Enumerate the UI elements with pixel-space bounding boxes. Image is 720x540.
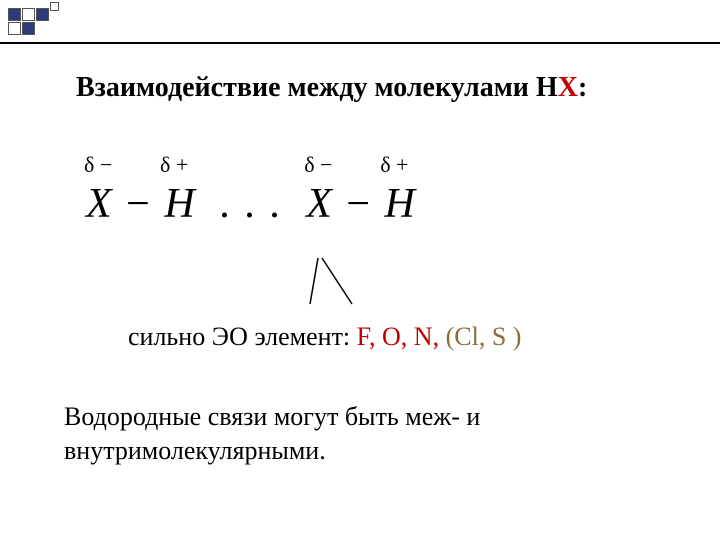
bond: − xyxy=(122,181,154,227)
molecule-1: δ − X − δ + H xyxy=(86,180,195,228)
title-prefix: Взаимодействие между молекулами Н xyxy=(76,72,558,103)
element-prefix: сильно ЭО элемент: xyxy=(128,322,357,351)
molecule-2: δ − X − δ + H xyxy=(306,180,415,228)
title-suffix: : xyxy=(578,72,587,103)
formula: δ − X − δ + H . . . δ − X − δ + H xyxy=(86,180,415,228)
deco-square xyxy=(50,2,59,11)
pointer-line xyxy=(308,256,368,306)
deco-square xyxy=(36,8,49,21)
slide-title: Взаимодействие между молекулами НХ: xyxy=(76,72,587,104)
atom-h: H xyxy=(164,181,194,227)
atom-h: H xyxy=(385,181,415,227)
elements-cls: Cl, S xyxy=(454,322,513,351)
close-paren: ) xyxy=(513,322,522,351)
horizontal-rule xyxy=(0,42,720,44)
open-paren: ( xyxy=(446,322,455,351)
delta-plus: δ + xyxy=(380,152,408,178)
bottom-text: Водородные связи могут быть меж- и внутр… xyxy=(64,400,656,468)
delta-minus: δ − xyxy=(84,152,112,178)
deco-square xyxy=(22,8,35,21)
element-line: сильно ЭО элемент: F, O, N, (Cl, S ) xyxy=(128,322,521,352)
elements-fon: F, O, N, xyxy=(357,322,446,351)
hydrogen-bond-dots: . . . xyxy=(205,181,296,227)
title-x: Х xyxy=(558,72,578,103)
deco-square xyxy=(8,22,21,35)
bond: − xyxy=(342,181,374,227)
delta-minus: δ − xyxy=(304,152,332,178)
deco-square xyxy=(8,8,21,21)
atom-x: X xyxy=(306,181,332,227)
delta-plus: δ + xyxy=(160,152,188,178)
atom-x: X xyxy=(86,181,112,227)
deco-square xyxy=(22,22,35,35)
